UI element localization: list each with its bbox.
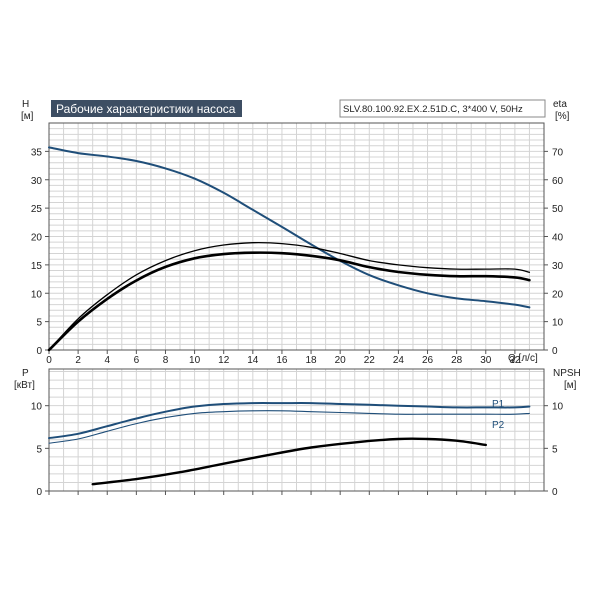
top-y-left-label-2: [м] <box>21 111 34 122</box>
x-tick-label: 20 <box>335 355 347 366</box>
top-y-right-tick-label: 40 <box>552 233 564 244</box>
x-tick-label: 26 <box>422 355 434 366</box>
top-y-right-tick-label: 10 <box>552 318 564 329</box>
x-tick-label: 24 <box>393 355 405 366</box>
model-label-box <box>339 99 546 118</box>
top-y-right-tick-label: 0 <box>552 346 558 357</box>
bottom-y-right-tick-label: 10 <box>552 402 564 413</box>
x-tick-label: 16 <box>276 355 288 366</box>
top-y-left-tick-label: 30 <box>31 176 43 187</box>
x-axis-label: Q [л/с] <box>508 353 538 364</box>
grid-layer <box>49 123 544 491</box>
bottom-y-right-tick-label: 0 <box>552 487 558 498</box>
series-line-p1 <box>48 402 531 440</box>
top-y-right-tick-label: 20 <box>552 289 564 300</box>
bottom-y-right-label-2: [м] <box>564 380 577 391</box>
bottom-y-left-tick-label: 5 <box>36 444 42 455</box>
x-tick-label: 22 <box>364 355 376 366</box>
x-tick-label: 14 <box>247 355 259 366</box>
series-label-p2: P2 <box>492 420 505 431</box>
x-tick-label: 8 <box>163 355 169 366</box>
x-tick-label: 6 <box>134 355 140 366</box>
top-series-line-0 <box>48 146 531 309</box>
series-label-p1: P1 <box>492 399 505 410</box>
top-y-right-label-2: [%] <box>555 111 570 122</box>
bottom-panel-frame <box>48 368 545 492</box>
x-tick-label: 4 <box>104 355 110 366</box>
top-y-left-tick-label: 0 <box>36 346 42 357</box>
x-tick-label: 32 <box>509 355 521 366</box>
series-layer <box>47 146 531 486</box>
title-box <box>51 100 242 117</box>
top-series-line-2 <box>47 251 531 352</box>
bottom-y-left-label-2: [кВт] <box>14 380 35 391</box>
top-y-right-tick-label: 30 <box>552 261 564 272</box>
x-tick-label: 2 <box>75 355 81 366</box>
axes-layer: 0 2 4 6 8 10 12 14 16 18 20 22 24 26 28 30 3205101520253… <box>31 122 564 498</box>
series-line-p2 <box>48 410 530 444</box>
top-y-left-tick-label: 10 <box>31 289 43 300</box>
top-y-left-tick-label: 5 <box>36 318 42 329</box>
bottom-y-left-tick-label: 10 <box>31 402 43 413</box>
x-tick-label: 10 <box>189 355 201 366</box>
top-y-right-tick-label: 50 <box>552 204 564 215</box>
top-y-left-tick-label: 25 <box>31 204 43 215</box>
x-tick-label: 0 <box>46 355 52 366</box>
bottom-y-right-label-1: NPSH <box>553 368 581 379</box>
top-y-left-tick-label: 15 <box>31 261 43 272</box>
x-tick-label: 28 <box>451 355 463 366</box>
bottom-series-line-2 <box>91 437 487 486</box>
x-tick-label: 18 <box>305 355 317 366</box>
model-label: SLV.80.100.92.EX.2.51D.C, 3*400 V, 50Hz <box>343 104 523 115</box>
x-tick-label: 12 <box>218 355 230 366</box>
bottom-y-right-tick-label: 5 <box>552 444 558 455</box>
top-y-right-tick-label: 70 <box>552 147 564 158</box>
top-y-left-label-1: H <box>22 99 29 110</box>
chart-title: Рабочие характеристики насоса <box>56 102 236 116</box>
x-tick-label: 30 <box>480 355 492 366</box>
bottom-y-left-label-1: P <box>22 368 29 379</box>
top-y-left-tick-label: 20 <box>31 233 43 244</box>
top-y-left-tick-label: 35 <box>31 147 43 158</box>
bottom-y-left-tick-label: 0 <box>36 487 42 498</box>
top-y-right-label-1: eta <box>553 99 567 110</box>
top-series-line-1 <box>48 241 531 351</box>
top-y-right-tick-label: 60 <box>552 176 564 187</box>
